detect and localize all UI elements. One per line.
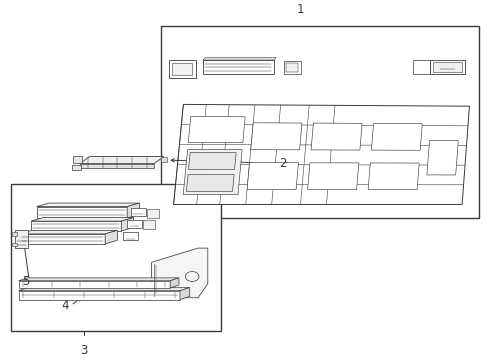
Text: 1: 1	[296, 3, 304, 16]
Text: 2: 2	[278, 157, 285, 170]
Bar	[11, 184, 221, 332]
Polygon shape	[37, 207, 127, 218]
Polygon shape	[203, 60, 273, 74]
Polygon shape	[370, 123, 422, 150]
Polygon shape	[19, 281, 170, 288]
Polygon shape	[186, 175, 234, 192]
Polygon shape	[123, 233, 138, 240]
Polygon shape	[285, 63, 298, 72]
Polygon shape	[37, 203, 139, 207]
Polygon shape	[73, 156, 81, 163]
Polygon shape	[131, 208, 145, 216]
Polygon shape	[188, 153, 236, 170]
Text: 4: 4	[61, 299, 68, 312]
Polygon shape	[432, 62, 461, 72]
Polygon shape	[173, 104, 468, 204]
Polygon shape	[412, 60, 429, 74]
Text: 5: 5	[21, 275, 29, 288]
Polygon shape	[146, 209, 159, 218]
Polygon shape	[180, 288, 189, 300]
Polygon shape	[161, 157, 167, 162]
Polygon shape	[250, 123, 301, 150]
Polygon shape	[31, 217, 133, 221]
Polygon shape	[80, 157, 163, 164]
Polygon shape	[307, 163, 358, 190]
Polygon shape	[19, 291, 180, 300]
Polygon shape	[31, 221, 121, 231]
Polygon shape	[310, 123, 362, 150]
Polygon shape	[283, 61, 300, 74]
Polygon shape	[12, 243, 17, 246]
Polygon shape	[168, 60, 195, 78]
Polygon shape	[151, 248, 207, 298]
Text: 3: 3	[80, 344, 88, 357]
Polygon shape	[246, 163, 298, 190]
Polygon shape	[19, 278, 179, 281]
Polygon shape	[12, 232, 17, 236]
Polygon shape	[127, 203, 139, 218]
Polygon shape	[105, 230, 117, 244]
Polygon shape	[429, 60, 464, 74]
Polygon shape	[72, 165, 81, 170]
Polygon shape	[170, 278, 179, 288]
Polygon shape	[20, 230, 117, 234]
Bar	[161, 26, 478, 218]
Polygon shape	[183, 149, 242, 194]
Polygon shape	[127, 220, 142, 228]
Polygon shape	[172, 63, 192, 75]
Polygon shape	[121, 217, 133, 231]
Polygon shape	[367, 163, 418, 190]
Polygon shape	[80, 164, 154, 168]
Polygon shape	[426, 140, 457, 175]
Polygon shape	[20, 234, 105, 244]
Polygon shape	[203, 58, 276, 60]
Polygon shape	[15, 230, 28, 248]
Polygon shape	[188, 117, 244, 143]
Polygon shape	[142, 220, 155, 229]
Polygon shape	[19, 288, 189, 291]
